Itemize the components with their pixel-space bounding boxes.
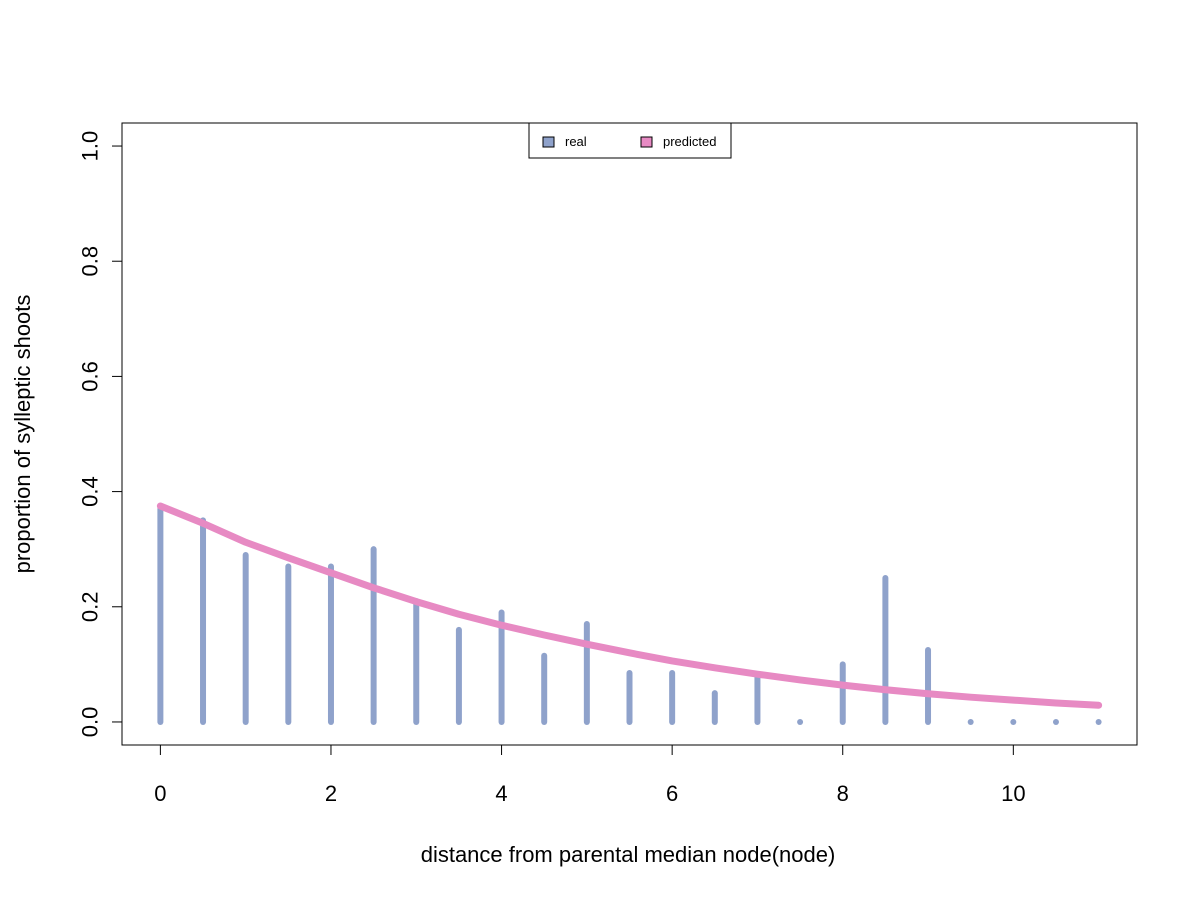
legend-label-predicted: predicted	[663, 134, 716, 149]
y-tick-label: 0.2	[78, 591, 103, 622]
predicted-line	[156, 502, 1103, 709]
x-tick-label: 0	[154, 781, 166, 806]
x-tick-label: 4	[495, 781, 507, 806]
y-tick-label: 0.0	[78, 707, 103, 738]
y-tick-label: 1.0	[78, 131, 103, 162]
legend-swatch-predicted	[640, 136, 653, 148]
x-tick-label: 2	[325, 781, 337, 806]
x-tick-label: 8	[837, 781, 849, 806]
y-tick-label: 0.4	[78, 476, 103, 507]
x-tick-label: 6	[666, 781, 678, 806]
predicted-curve	[156, 502, 1103, 709]
real-bars	[157, 505, 1102, 725]
y-tick-label: 0.8	[78, 246, 103, 277]
x-tick-label: 10	[1001, 781, 1025, 806]
y-tick-label: 0.6	[78, 361, 103, 392]
y-axis: 0.0 0.2 0.4 0.6 0.8 1.0	[78, 131, 123, 738]
legend-box	[528, 122, 732, 159]
legend-label-real: real	[565, 134, 587, 149]
y-axis-label: proportion of sylleptic shoots	[10, 295, 35, 574]
legend-swatch-real	[542, 136, 555, 148]
legend: real predicted	[528, 122, 732, 159]
x-axis: 0 2 4 6 8 10	[154, 744, 1026, 806]
x-axis-label: distance from parental median node(node)	[421, 842, 836, 867]
